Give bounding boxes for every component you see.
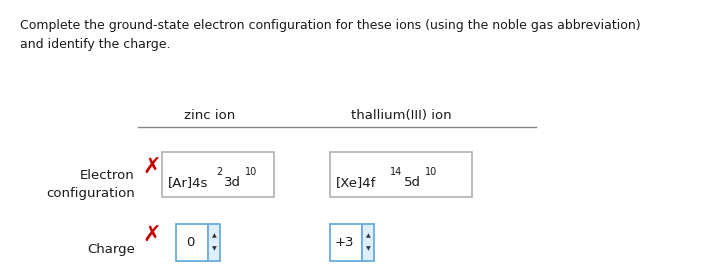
Text: ✗: ✗ xyxy=(142,225,160,245)
FancyBboxPatch shape xyxy=(162,152,274,197)
Text: 14: 14 xyxy=(390,167,402,177)
FancyBboxPatch shape xyxy=(176,224,208,261)
Text: [Ar]4s: [Ar]4s xyxy=(168,176,208,189)
FancyBboxPatch shape xyxy=(330,224,362,261)
FancyBboxPatch shape xyxy=(330,152,472,197)
Text: thallium(III) ion: thallium(III) ion xyxy=(351,109,452,122)
Text: +3: +3 xyxy=(334,236,354,249)
Text: zinc ion: zinc ion xyxy=(184,109,235,122)
FancyBboxPatch shape xyxy=(208,224,220,261)
Text: Complete the ground-state electron configuration for these ions (using the noble: Complete the ground-state electron confi… xyxy=(20,19,640,51)
Text: ▼: ▼ xyxy=(366,247,371,251)
Text: Electron
configuration: Electron configuration xyxy=(46,169,135,200)
Text: ✗: ✗ xyxy=(142,157,160,177)
Text: Charge: Charge xyxy=(87,243,135,256)
Text: [Xe]4f: [Xe]4f xyxy=(336,176,376,189)
Text: ▲: ▲ xyxy=(366,233,371,238)
Text: ▼: ▼ xyxy=(212,247,217,251)
Text: ▲: ▲ xyxy=(212,233,217,238)
Text: 0: 0 xyxy=(186,236,195,249)
Text: 5d: 5d xyxy=(404,176,421,189)
Text: 10: 10 xyxy=(245,167,257,177)
Text: 2: 2 xyxy=(216,167,222,177)
Text: 3d: 3d xyxy=(224,176,241,189)
Text: 10: 10 xyxy=(425,167,437,177)
FancyBboxPatch shape xyxy=(362,224,374,261)
